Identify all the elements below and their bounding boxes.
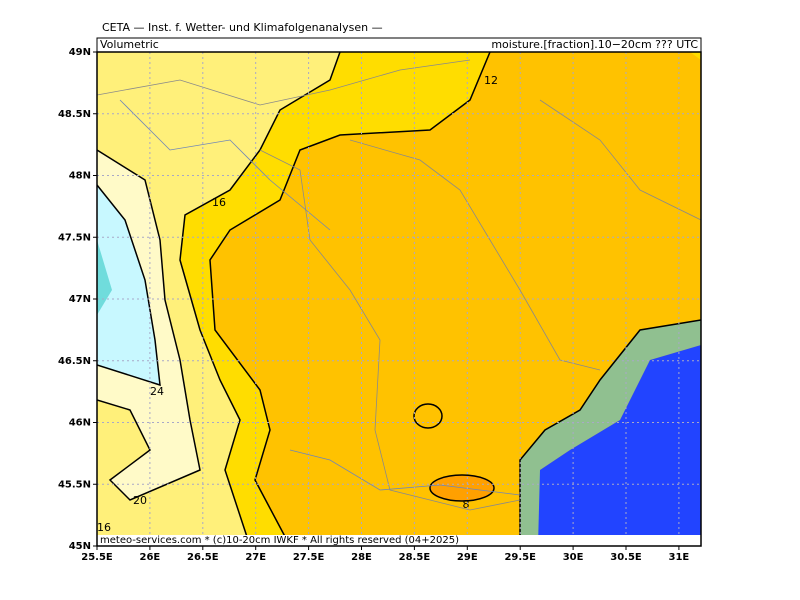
lon-tick-label: 31E	[669, 552, 690, 563]
lat-tick-label: 45.5N	[58, 479, 91, 490]
contour-label: 16	[212, 196, 226, 209]
lat-tick-label: 45N	[69, 541, 91, 552]
sea	[538, 345, 701, 546]
footer: meteo-services.com * (c)10-20cm IWKF * A…	[100, 535, 459, 546]
footer-strip	[97, 535, 701, 546]
lat-tick-label: 48.5N	[58, 109, 91, 120]
lat-tick-label: 48N	[69, 171, 91, 182]
contour	[519, 319, 701, 546]
contour-label: 16	[97, 521, 111, 534]
ticks: 49N 48.5N 48N 47.5N 47N 46.5N 46N 45.5N 45N25.5E…	[58, 47, 689, 563]
lon-tick-label: 29E	[457, 552, 478, 563]
lat-tick-label: 49N	[69, 47, 91, 58]
contour-label: 8	[463, 498, 470, 511]
lon-tick-label: 28E	[351, 552, 372, 563]
title: CETA — Inst. f. Wetter- und Klimafolgena…	[102, 21, 383, 34]
border	[349, 139, 601, 371]
border	[97, 59, 471, 106]
lon-tick-label: 28.5E	[399, 552, 431, 563]
lat-tick-label: 47.5N	[58, 232, 91, 243]
lat-tick-label: 47N	[69, 294, 91, 305]
river	[119, 99, 331, 231]
lon-tick-label: 27E	[245, 552, 266, 563]
lat-tick-label: 46N	[69, 418, 91, 429]
border	[259, 149, 521, 511]
contour-label: 24	[150, 385, 164, 398]
contour-label: 12	[484, 74, 498, 87]
contour	[209, 52, 491, 546]
lon-tick-label: 26E	[140, 552, 161, 563]
coast-strip	[520, 320, 701, 546]
border	[539, 99, 701, 221]
river	[289, 449, 521, 496]
field-teal	[97, 240, 112, 315]
lon-tick-label: 26.5E	[187, 552, 219, 563]
left-label: Volumetric	[100, 38, 159, 51]
lon-tick-label: 30.5E	[610, 552, 642, 563]
contour	[97, 184, 161, 387]
grid	[97, 52, 701, 546]
lon-tick-label: 25.5E	[81, 552, 113, 563]
contour	[97, 149, 201, 501]
lon-tick-label: 27.5E	[293, 552, 325, 563]
field-cyan	[97, 185, 160, 385]
lat-tick-label: 46.5N	[58, 356, 91, 367]
lon-tick-label: 30E	[563, 552, 584, 563]
contour-label: 20	[133, 494, 147, 507]
map-area: 12 16 24 20 16 8	[97, 52, 701, 546]
lon-tick-label: 29.5E	[504, 552, 536, 563]
contour	[413, 403, 443, 429]
right-label: moisture.[fraction].10−20cm ??? UTC	[491, 38, 698, 51]
